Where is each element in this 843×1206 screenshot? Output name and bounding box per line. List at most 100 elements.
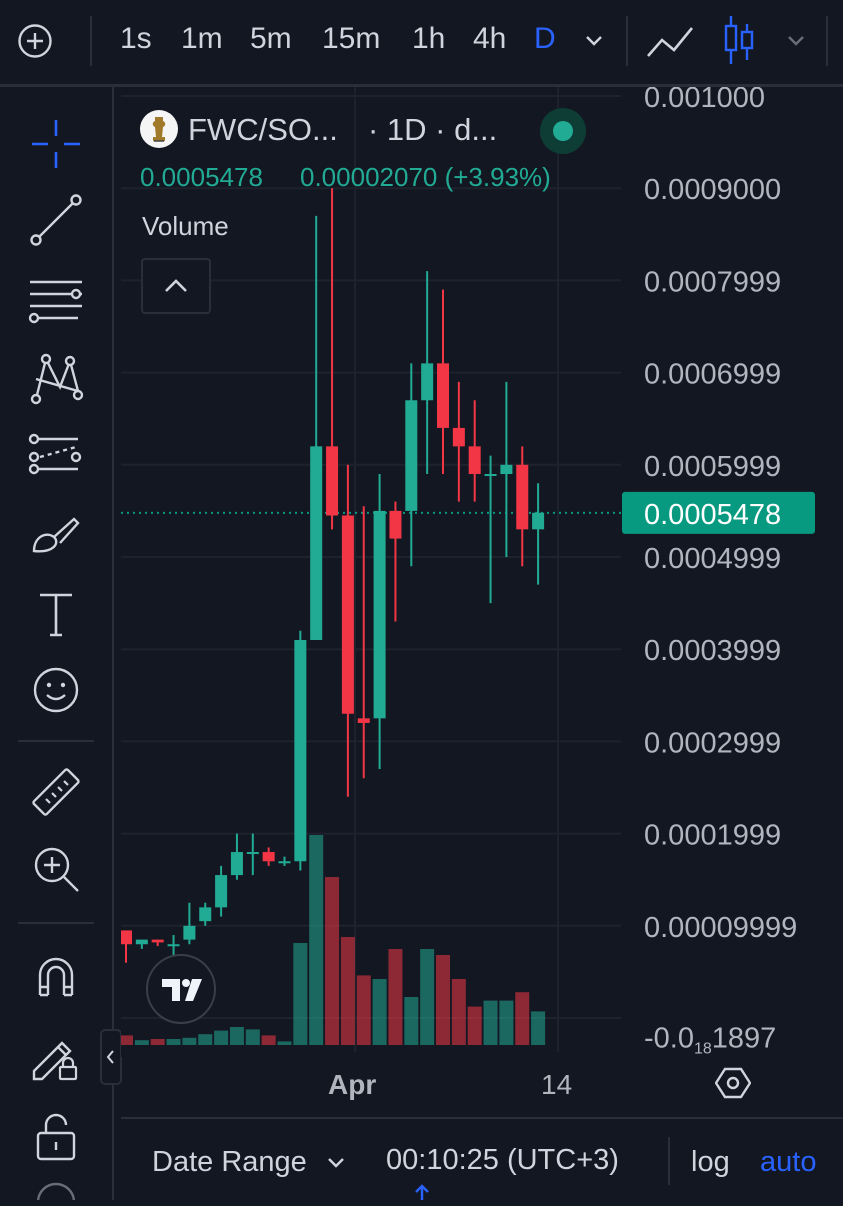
volume-bar	[309, 835, 324, 1045]
sidebar-divider	[18, 922, 94, 924]
candle-body	[373, 510, 386, 719]
volume-bar	[451, 979, 466, 1045]
bottom-divider	[668, 1137, 670, 1185]
symbol-logo	[140, 110, 178, 148]
candle-body	[357, 718, 370, 723]
chart-type-chevron-down-icon[interactable]	[786, 34, 806, 53]
date-range-chevron-down-icon[interactable]	[326, 1156, 346, 1175]
interval-5m[interactable]: 5m	[250, 22, 292, 55]
toolbar-divider	[826, 16, 828, 66]
price-tick-label: 0.001000	[644, 87, 765, 114]
volume-bar	[182, 1037, 197, 1045]
collapse-legend-button[interactable]	[141, 258, 211, 314]
price-tick-label: 0.0006999	[644, 359, 781, 391]
chart-settings-icon[interactable]	[714, 1065, 752, 1106]
candle-body	[500, 464, 513, 475]
interval-chevron-down-icon[interactable]	[584, 34, 604, 53]
more-tools-icon[interactable]	[33, 1180, 79, 1206]
symbol-name[interactable]: FWC/SO...	[188, 112, 338, 147]
ruler-icon[interactable]	[26, 763, 86, 823]
candle-body	[262, 852, 275, 862]
brush-icon[interactable]	[26, 507, 86, 567]
volume-bar	[388, 949, 403, 1045]
text-icon[interactable]	[26, 585, 86, 645]
interval-1h[interactable]: 1h	[412, 22, 446, 55]
price-change-value: 0.00002070 (+3.93%)	[300, 162, 551, 192]
interval-1s[interactable]: 1s	[120, 22, 152, 55]
price-tick-label: 0.0004999	[644, 543, 781, 575]
volume-bar	[467, 1006, 482, 1045]
forecast-icon[interactable]	[26, 427, 86, 487]
date-range-button[interactable]: Date Range	[152, 1146, 307, 1178]
volume-bar	[515, 992, 530, 1045]
volume-bar	[134, 1040, 149, 1045]
tradingview-logo[interactable]	[146, 954, 216, 1024]
unlock-icon[interactable]	[26, 1107, 86, 1167]
price-tick-label: 0.00009999	[644, 912, 797, 944]
interval-1m[interactable]: 1m	[181, 22, 223, 55]
volume-bar	[293, 943, 308, 1045]
candle-body	[183, 925, 196, 940]
emoji-icon[interactable]	[26, 660, 86, 720]
price-tick-label: -0.0181897	[644, 1022, 776, 1057]
current-price-tag-label: 0.0005478	[644, 499, 781, 531]
price-tick-label: 0.0007999	[644, 266, 781, 298]
volume-bar	[372, 979, 387, 1045]
volume-bar	[531, 1011, 546, 1045]
candle-body	[326, 446, 339, 516]
symbol-interval: · 1D · d...	[368, 112, 498, 147]
volume-bar	[119, 1035, 133, 1045]
fib-retracement-icon[interactable]	[26, 270, 86, 330]
candle-body	[215, 875, 228, 908]
trend-line-icon[interactable]	[26, 190, 86, 250]
candle-body	[120, 930, 132, 945]
candle-body	[389, 510, 402, 539]
pattern-icon[interactable]	[26, 349, 86, 409]
candle-body	[452, 427, 465, 447]
time-axis[interactable]: Apr 14	[121, 1057, 843, 1115]
line-chart-icon[interactable]	[646, 22, 696, 67]
toolbar-divider	[90, 16, 92, 66]
volume-bar	[340, 937, 355, 1045]
bottom-toolbar: Date Range 00:10:25 (UTC+3) log auto	[121, 1117, 843, 1202]
price-tick-label: 0.0005999	[644, 451, 781, 483]
candles-icon[interactable]	[722, 14, 756, 71]
candle-body	[437, 363, 449, 428]
interval-4h[interactable]: 4h	[473, 22, 507, 55]
zoom-in-icon[interactable]	[26, 839, 86, 899]
volume-bar	[214, 1030, 229, 1045]
last-price-value: 0.0005478	[140, 162, 263, 192]
clock-timezone[interactable]: 00:10:25 (UTC+3)	[386, 1144, 619, 1176]
candle-body	[151, 939, 164, 943]
interval-15m[interactable]: 15m	[322, 22, 381, 55]
collapse-sidebar-button[interactable]	[100, 1029, 122, 1085]
candle-body	[421, 363, 434, 401]
add-symbol-icon[interactable]	[18, 24, 52, 58]
time-label-14: 14	[541, 1069, 573, 1100]
price-chart[interactable]: 0.001000 0.0009000 0.0007999 0.0006999 0.000…	[119, 82, 843, 1057]
candle-body	[484, 474, 497, 477]
price-tick-label: 0.0002999	[644, 727, 781, 759]
current-price-tag[interactable]	[622, 491, 815, 534]
interval-d[interactable]: D	[534, 22, 556, 55]
volume-bar	[499, 1000, 514, 1045]
chart-pane[interactable]: 0.001000 0.0009000 0.0007999 0.0006999 0.000…	[119, 82, 843, 1057]
volume-bar	[436, 955, 450, 1045]
market-status-indicator[interactable]	[540, 108, 586, 154]
volume-indicator-label[interactable]: Volume	[142, 211, 229, 241]
candle-body	[468, 446, 481, 475]
candle-body	[532, 512, 545, 530]
volume-bar	[261, 1035, 276, 1045]
crosshair-icon[interactable]	[26, 114, 86, 174]
candle-body	[310, 446, 323, 640]
volume-bar	[198, 1034, 213, 1045]
candle-body	[278, 861, 291, 864]
candle-body	[199, 907, 212, 922]
log-scale-toggle[interactable]: log	[691, 1146, 730, 1178]
magnet-icon[interactable]	[26, 945, 86, 1005]
scroll-up-arrow-icon[interactable]	[413, 1183, 431, 1206]
lock-drawing-icon[interactable]	[26, 1025, 86, 1085]
auto-scale-toggle[interactable]: auto	[760, 1146, 817, 1178]
volume-bar	[166, 1039, 181, 1045]
price-tick-label: 0.0009000	[644, 174, 781, 206]
